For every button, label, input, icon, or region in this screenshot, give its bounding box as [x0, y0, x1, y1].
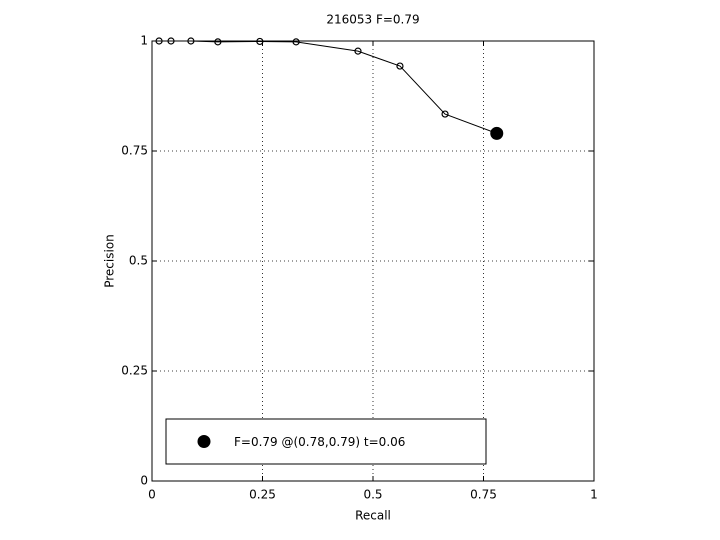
marker	[256, 37, 264, 46]
legend-box	[165, 418, 487, 465]
x-tick-label: 0.75	[470, 488, 497, 502]
y-tick-label: 0	[140, 474, 148, 488]
x-tick-label: 0.25	[249, 488, 276, 502]
marker	[167, 37, 175, 45]
marker	[155, 37, 163, 45]
marker	[187, 37, 195, 45]
x-tick-label: 0.5	[363, 488, 382, 502]
marker	[490, 126, 504, 140]
x-tick-label: 1	[590, 488, 598, 502]
y-tick-label: 1	[140, 34, 148, 48]
x-axis-label: Recall	[355, 509, 391, 523]
legend-label: F=0.79 @(0.78,0.79) t=0.06	[234, 435, 405, 449]
marker	[396, 62, 404, 70]
marker	[441, 110, 449, 118]
marker	[214, 38, 222, 46]
x-tick-label: 0	[148, 488, 156, 502]
line	[159, 40, 497, 134]
marker	[354, 47, 362, 55]
y-tick-label: 0.25	[121, 364, 148, 378]
legend-marker	[197, 435, 211, 448]
y-tick-label: 0.75	[121, 144, 148, 158]
chart-title: 216053 F=0.79	[326, 13, 419, 27]
y-axis-label: Precision	[103, 234, 117, 288]
plot-frame	[151, 40, 595, 482]
marker	[292, 38, 300, 46]
y-tick-label: 0.5	[129, 254, 148, 268]
